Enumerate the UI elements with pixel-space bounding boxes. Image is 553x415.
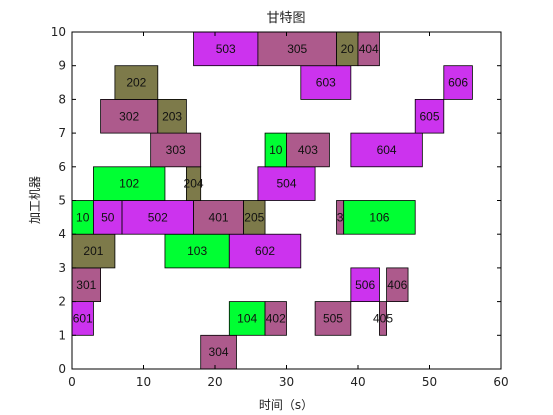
task-label: 301 xyxy=(76,278,96,292)
task-bar-106 xyxy=(343,200,416,235)
task-bar-403 xyxy=(286,132,330,168)
task-label: 505 xyxy=(323,311,343,325)
task-label: 102 xyxy=(119,177,139,191)
task-label: 504 xyxy=(276,177,296,191)
task-label: 203 xyxy=(162,109,182,123)
y-tick-label: 6 xyxy=(58,160,66,174)
task-label: 502 xyxy=(148,210,168,224)
y-tick-label: 10 xyxy=(51,25,66,39)
task-bar-405 xyxy=(379,301,388,336)
task-label: 205 xyxy=(244,210,264,224)
task-label: 20 xyxy=(341,42,355,56)
x-tick-label: 10 xyxy=(136,375,151,389)
task-label: 10 xyxy=(76,210,90,224)
task-bar-301 xyxy=(71,267,102,302)
y-tick-label: 2 xyxy=(58,295,66,309)
task-label: 204 xyxy=(184,177,204,191)
x-tick-label: 50 xyxy=(422,375,437,389)
task-bar-406 xyxy=(386,267,409,302)
x-tick-label: 40 xyxy=(350,375,365,389)
task-label: 104 xyxy=(237,311,257,325)
task-label: 503 xyxy=(216,42,236,56)
task-bar-604 xyxy=(350,132,423,168)
task-label: 404 xyxy=(359,42,379,56)
task-label: 405 xyxy=(373,311,393,325)
task-bar-602 xyxy=(228,233,302,269)
task-label: 605 xyxy=(419,109,439,123)
task-label: 305 xyxy=(287,42,307,56)
x-axis-label: 时间（s） xyxy=(259,398,313,412)
task-bar-605 xyxy=(414,99,445,134)
task-label: 506 xyxy=(355,278,375,292)
y-tick-label: 9 xyxy=(58,59,66,73)
task-bar-103 xyxy=(164,233,230,269)
task-label: 304 xyxy=(209,345,229,359)
task-label: 202 xyxy=(126,76,146,90)
task-label: 3 xyxy=(337,210,344,224)
task-bar-401 xyxy=(193,200,245,235)
y-tick-label: 5 xyxy=(58,194,66,208)
task-label: 606 xyxy=(448,76,468,90)
task-bar-506 xyxy=(350,267,380,302)
task-bar-304 xyxy=(200,334,237,370)
task-label: 201 xyxy=(83,244,103,258)
task-label: 303 xyxy=(166,143,186,157)
task-bar-402 xyxy=(264,301,287,336)
task-label: 406 xyxy=(387,278,407,292)
task-bars xyxy=(71,31,473,370)
task-label: 602 xyxy=(255,244,275,258)
task-label: 603 xyxy=(316,76,336,90)
x-tick-label: 20 xyxy=(207,375,222,389)
task-bar-50 xyxy=(93,200,123,235)
task-label: 103 xyxy=(187,244,207,258)
task-label: 302 xyxy=(119,109,139,123)
x-tick-label: 30 xyxy=(279,375,294,389)
task-bar-606 xyxy=(443,65,473,100)
task-bar-504 xyxy=(257,166,316,201)
y-tick-label: 1 xyxy=(58,328,66,342)
task-label: 604 xyxy=(377,143,397,157)
y-tick-label: 0 xyxy=(58,362,66,376)
x-axis-ticks: 0 10 20 30 40 50 60 xyxy=(68,32,509,389)
task-label: 402 xyxy=(266,311,286,325)
task-label: 106 xyxy=(369,210,389,224)
task-label: 10 xyxy=(269,143,283,157)
task-bar-102 xyxy=(93,166,166,201)
task-label: 403 xyxy=(298,143,318,157)
task-label: 601 xyxy=(73,311,93,325)
task-bar-201 xyxy=(71,233,116,269)
task-bar-505 xyxy=(314,301,352,336)
task-bar-205 xyxy=(243,200,266,235)
x-tick-label: 60 xyxy=(493,375,508,389)
task-bar-503 xyxy=(193,31,259,67)
y-axis-label: 加工机器 xyxy=(28,176,42,224)
y-tick-label: 7 xyxy=(58,126,66,140)
x-tick-label: 0 xyxy=(68,375,76,389)
chart-title: 甘特图 xyxy=(266,11,305,26)
task-bar-202 xyxy=(114,65,159,100)
task-bar-502 xyxy=(121,200,194,235)
y-axis-ticks: 0 1 2 3 4 5 6 7 8 9 10 xyxy=(51,25,501,376)
y-tick-label: 8 xyxy=(58,92,66,106)
task-bar-305 xyxy=(257,31,337,67)
task-label: 50 xyxy=(101,210,115,224)
task-label: 401 xyxy=(209,210,229,224)
task-bar-603 xyxy=(300,65,352,100)
y-tick-label: 3 xyxy=(58,261,66,275)
y-tick-label: 4 xyxy=(58,227,66,241)
task-bar-203 xyxy=(157,99,187,134)
